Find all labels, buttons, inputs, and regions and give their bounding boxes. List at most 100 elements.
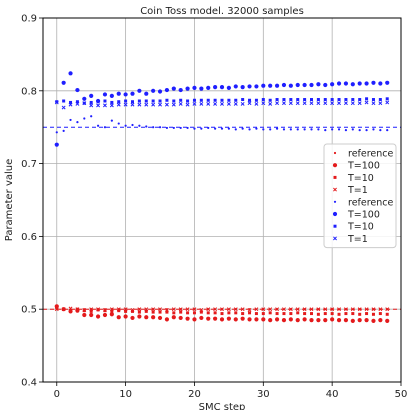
data-point — [343, 307, 348, 312]
data-point — [164, 307, 169, 312]
data-point — [269, 128, 272, 131]
data-point — [151, 310, 155, 314]
data-point — [261, 101, 266, 106]
data-point — [213, 311, 217, 315]
data-point — [385, 318, 390, 323]
data-point — [247, 307, 252, 312]
data-point — [310, 98, 313, 102]
data-point — [351, 312, 355, 316]
data-point — [145, 125, 148, 128]
data-point — [288, 307, 293, 312]
data-point — [151, 99, 155, 103]
data-point — [372, 128, 375, 131]
data-point — [268, 318, 273, 323]
data-point — [281, 82, 287, 88]
data-point — [289, 98, 293, 102]
data-point — [309, 318, 314, 323]
data-point — [165, 126, 169, 130]
data-point — [371, 80, 376, 85]
data-point — [69, 309, 73, 313]
data-point — [309, 82, 314, 88]
data-point — [316, 101, 321, 106]
x-tick-label: 0 — [54, 389, 60, 400]
data-point — [109, 307, 114, 312]
data-point — [214, 127, 217, 130]
legend-label: reference — [348, 149, 394, 160]
y-tick-label: 0.4 — [21, 378, 37, 389]
x-tick-label: 30 — [257, 389, 270, 400]
data-point — [240, 316, 245, 321]
data-point — [275, 307, 280, 312]
data-point — [116, 91, 121, 96]
data-point — [227, 311, 231, 315]
data-point — [124, 124, 127, 127]
data-point — [172, 126, 175, 130]
data-point — [103, 307, 107, 312]
data-point — [130, 315, 135, 321]
data-point — [378, 318, 383, 323]
data-point — [158, 310, 162, 314]
data-point — [371, 98, 375, 102]
data-point — [171, 102, 176, 107]
legend-box — [323, 143, 397, 249]
data-point — [75, 100, 79, 104]
data-point — [206, 101, 211, 106]
data-point — [295, 307, 300, 312]
data-point — [158, 102, 162, 107]
data-point — [199, 315, 204, 321]
data-point — [131, 100, 134, 104]
data-point — [288, 317, 293, 322]
data-point — [96, 100, 100, 104]
data-point — [123, 92, 128, 97]
data-point — [240, 85, 245, 90]
data-point — [158, 126, 162, 129]
series-1 — [54, 304, 390, 323]
data-point — [295, 318, 300, 323]
data-point — [371, 307, 376, 312]
data-point — [337, 307, 341, 312]
data-point — [254, 101, 259, 106]
data-point — [371, 101, 376, 106]
data-point — [109, 312, 114, 317]
data-point — [95, 314, 101, 319]
data-point — [330, 312, 334, 316]
data-point — [226, 101, 231, 106]
data-point — [227, 98, 231, 102]
data-point — [261, 312, 265, 316]
data-point — [82, 309, 86, 313]
data-point — [254, 312, 258, 316]
data-point — [261, 98, 265, 102]
data-point — [152, 126, 155, 129]
data-point — [103, 103, 107, 108]
legend-marker — [333, 151, 337, 155]
data-point — [261, 307, 266, 312]
data-point — [296, 128, 299, 131]
data-point — [241, 127, 244, 130]
data-point — [288, 101, 293, 106]
data-point — [274, 83, 280, 88]
data-point — [385, 100, 390, 105]
data-point — [96, 307, 101, 312]
data-point — [89, 309, 93, 313]
data-point — [103, 99, 107, 103]
data-point — [261, 317, 266, 322]
data-point — [350, 318, 355, 323]
data-point — [234, 98, 238, 102]
data-point — [82, 312, 87, 318]
data-point — [282, 101, 286, 106]
data-point — [151, 315, 156, 320]
data-point — [172, 311, 176, 315]
data-point — [193, 127, 196, 130]
data-point — [192, 85, 197, 90]
data-point — [76, 121, 79, 124]
data-point — [131, 309, 134, 313]
data-point — [324, 129, 327, 132]
data-point — [171, 86, 176, 91]
data-point — [123, 307, 128, 312]
data-point — [330, 101, 335, 106]
data-point — [96, 308, 100, 312]
data-point — [199, 307, 204, 312]
data-point — [303, 312, 307, 316]
data-point — [343, 101, 348, 106]
data-point — [172, 99, 176, 103]
